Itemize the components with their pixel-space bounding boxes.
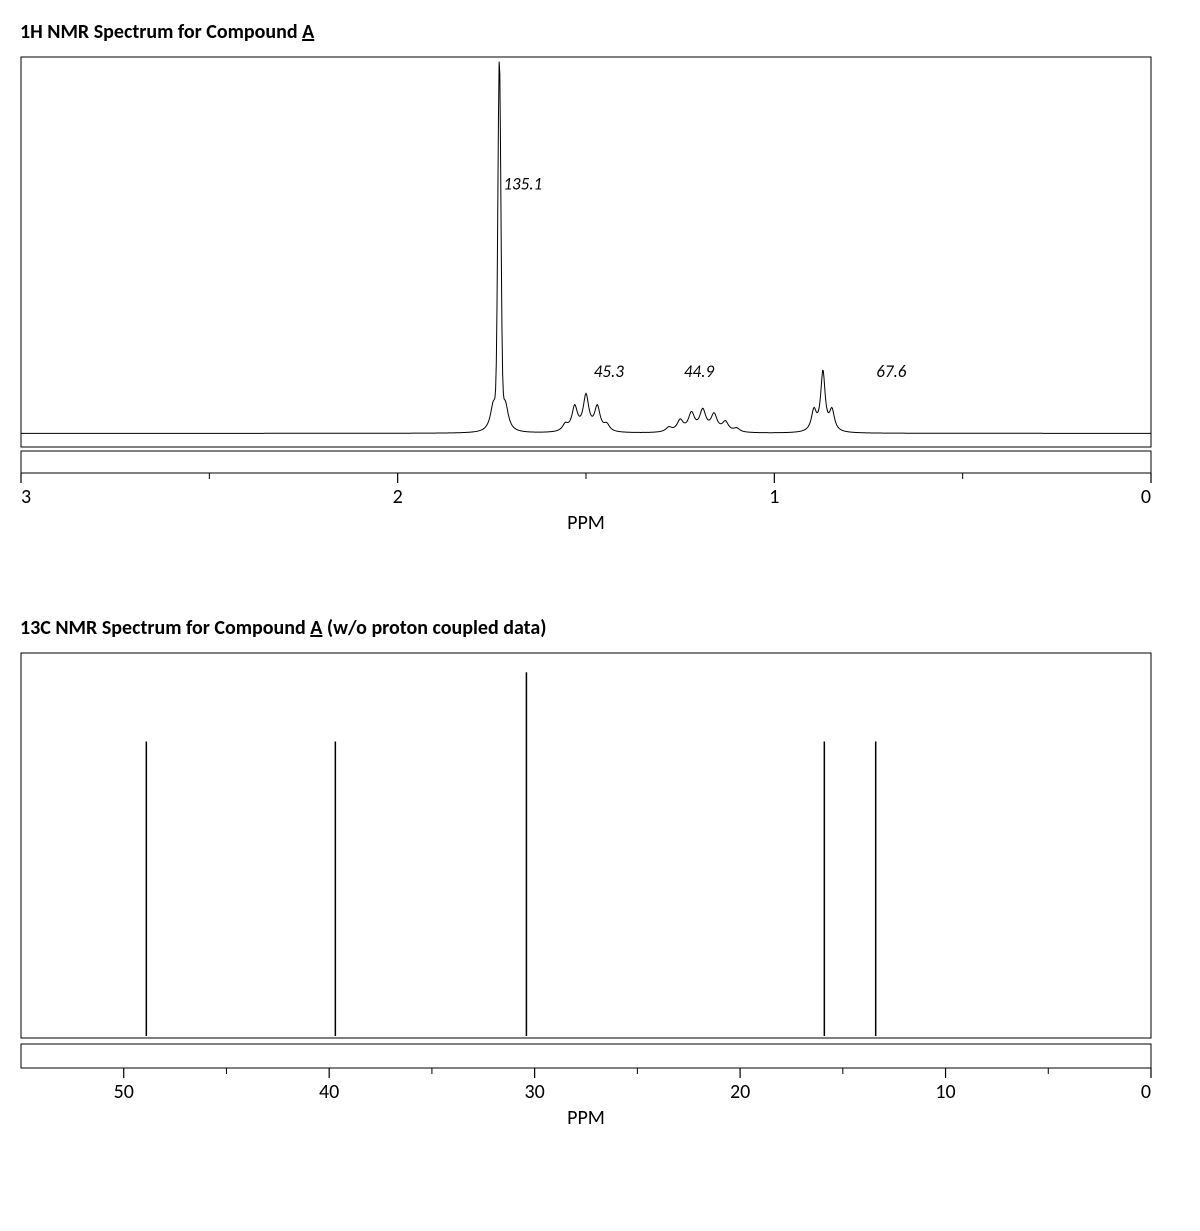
peak-annotation: 135.1 bbox=[503, 174, 542, 195]
chart2-plot: 10 20 30 40 50 0 PPM bbox=[20, 652, 1180, 1131]
chart2-title-suffix: (w/o proton coupled data) bbox=[322, 616, 546, 640]
chart1-block: 1H NMR Spectrum for Compound A 135.1 45.3… bbox=[20, 20, 1180, 536]
x-tick-label: 40 bbox=[319, 1080, 339, 1104]
chart1-plot: 135.1 45.3 44.9 67.6 0 1 2 3 PPM bbox=[20, 56, 1180, 536]
x-tick-label: 30 bbox=[524, 1080, 544, 1104]
peak-annotation: 67.6 bbox=[876, 361, 907, 382]
x-tick-label: 50 bbox=[114, 1080, 134, 1104]
x-tick-label: 1 bbox=[769, 485, 779, 509]
x-tick-label: 20 bbox=[730, 1080, 750, 1104]
x-tick-label: 0 bbox=[1141, 485, 1151, 509]
peak-annotation: 44.9 bbox=[684, 361, 715, 382]
x-axis-label: PPM bbox=[567, 511, 605, 535]
x-axis-label: PPM bbox=[567, 1106, 605, 1130]
chart2-title-prefix: 13C NMR Spectrum for Compound bbox=[20, 616, 310, 640]
x-tick-label: 10 bbox=[935, 1080, 955, 1104]
chart2-block: 13C NMR Spectrum for Compound A (w/o pro… bbox=[20, 616, 1180, 1131]
chart2-title: 13C NMR Spectrum for Compound A (w/o pro… bbox=[20, 616, 1180, 640]
x-tick-label: 0 bbox=[1141, 1080, 1151, 1104]
x-tick-label: 2 bbox=[393, 485, 403, 509]
peak-annotation: 45.3 bbox=[594, 361, 625, 382]
chart1-title: 1H NMR Spectrum for Compound A bbox=[20, 20, 1180, 44]
chart2-title-compound: A bbox=[310, 616, 322, 640]
chart1-title-prefix: 1H NMR Spectrum for Compound bbox=[20, 20, 302, 44]
x-tick-label: 3 bbox=[21, 485, 31, 509]
chart1-title-compound: A bbox=[302, 20, 314, 44]
